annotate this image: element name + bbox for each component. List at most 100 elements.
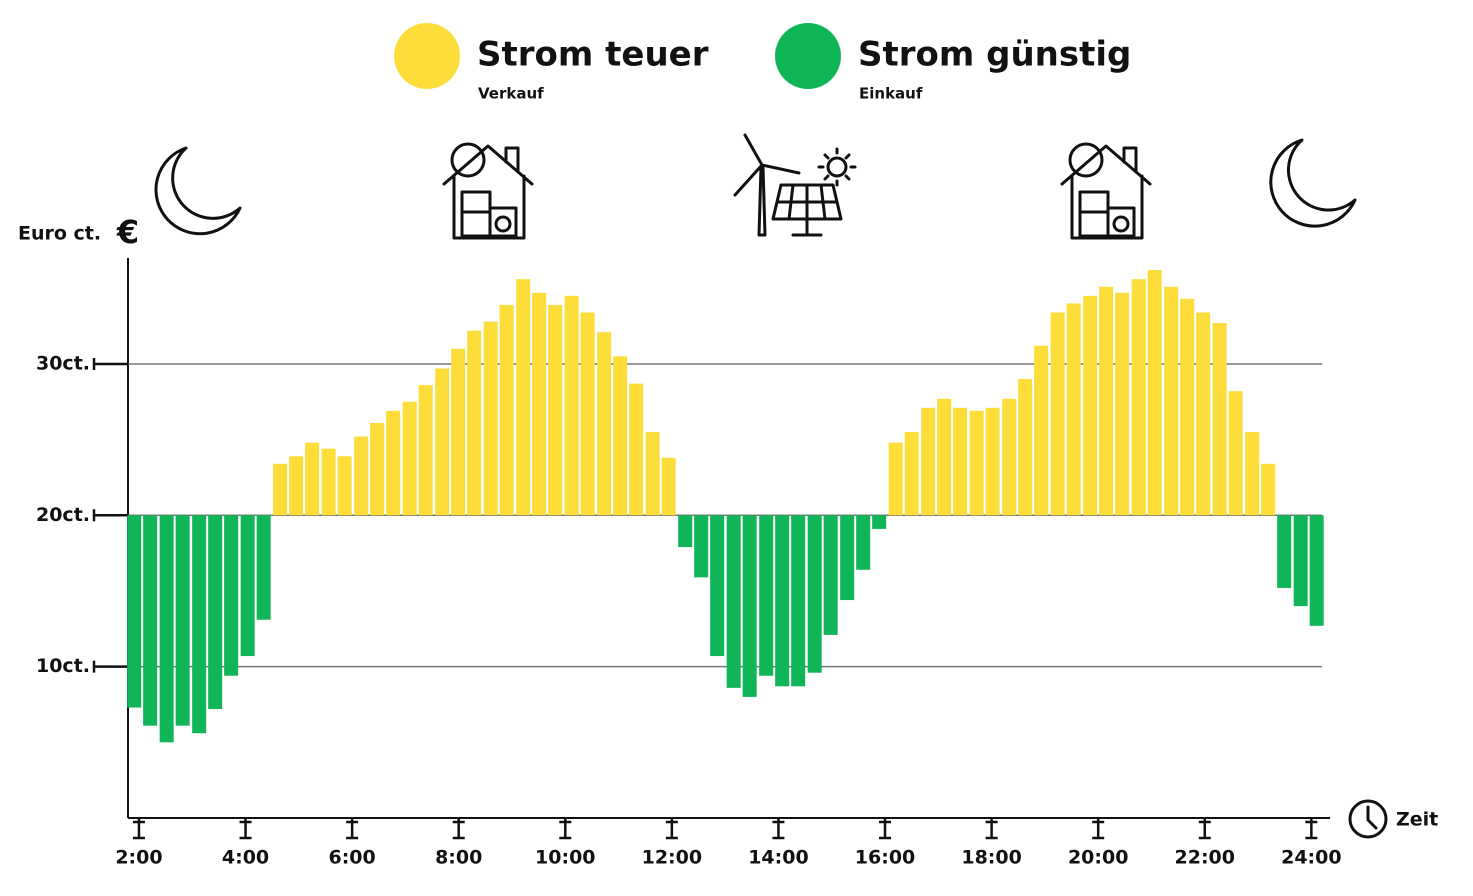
x-axis-label: Zeit (1396, 809, 1438, 831)
bar (321, 448, 336, 516)
bar (240, 515, 255, 657)
bar (678, 515, 693, 548)
x-tick-label: 14:00 (748, 847, 808, 869)
x-tick-label: 6:00 (328, 847, 375, 869)
x-tick-label: 22:00 (1175, 847, 1235, 869)
x-tick-label: 10:00 (535, 847, 595, 869)
bar (548, 304, 563, 516)
bar (224, 515, 239, 676)
moon-icon (154, 146, 242, 236)
bar (305, 442, 320, 516)
x-tick-label: 20:00 (1068, 847, 1128, 869)
bar (580, 312, 595, 516)
y-tick-label: 20ct. (36, 504, 90, 526)
bar (1147, 270, 1162, 516)
bar (613, 356, 628, 516)
legend-note: Einkauf (859, 85, 923, 103)
y-axis-label: Euro ct. (18, 223, 101, 245)
bar (451, 348, 466, 516)
x-tick-mark (665, 818, 678, 840)
bar (840, 515, 855, 601)
bar (1083, 295, 1098, 516)
bar (256, 515, 271, 620)
bar (1228, 391, 1243, 516)
bar (904, 432, 919, 516)
x-tick-mark (239, 818, 252, 840)
y-unit: € (116, 213, 139, 251)
bar (1115, 292, 1130, 516)
bar (710, 515, 725, 657)
x-tick-mark (452, 818, 465, 840)
bar (775, 515, 790, 687)
y-tick-mark (92, 509, 128, 522)
bar (289, 456, 304, 516)
y-tick-mark (92, 357, 128, 370)
bar (127, 515, 142, 708)
bar (597, 332, 612, 516)
bar (872, 515, 887, 529)
bar (499, 304, 514, 516)
bar (208, 515, 223, 710)
x-tick-mark (132, 818, 145, 840)
x-tick-mark (346, 818, 359, 840)
bar (969, 410, 984, 516)
bar (694, 515, 709, 578)
bar (516, 279, 531, 516)
legend-swatch (394, 23, 460, 89)
bar (564, 295, 579, 516)
bar (1180, 298, 1195, 516)
x-tick-label: 18:00 (961, 847, 1021, 869)
bar (435, 368, 450, 516)
bar (370, 422, 385, 516)
bar (175, 515, 190, 726)
bar (921, 407, 936, 516)
bar (937, 398, 952, 516)
x-tick-mark (772, 818, 785, 840)
x-tick-label: 12:00 (642, 847, 702, 869)
bar (791, 515, 806, 687)
x-tick-label: 16:00 (855, 847, 915, 869)
bar (354, 436, 369, 516)
bar (1066, 303, 1081, 516)
bar (1164, 286, 1179, 516)
house-icon (1060, 142, 1152, 240)
bar (273, 463, 288, 516)
bar (888, 442, 903, 516)
bar (1099, 286, 1114, 516)
moon-icon (1269, 138, 1357, 228)
bar (1131, 279, 1146, 516)
x-tick-label: 8:00 (435, 847, 482, 869)
bar (143, 515, 158, 726)
x-tick-mark (1092, 818, 1105, 840)
bar (1034, 345, 1049, 516)
y-tick-label: 10ct. (36, 655, 90, 677)
y-unit-icon: € (116, 213, 139, 251)
bar (823, 515, 838, 635)
bar (1196, 312, 1211, 516)
x-tick-label: 24:00 (1281, 847, 1341, 869)
bar (532, 292, 547, 516)
y-tick-mark (92, 660, 128, 673)
bar (418, 385, 433, 516)
bar (1245, 432, 1260, 516)
legend-note: Verkauf (478, 85, 544, 103)
bar (1018, 379, 1033, 516)
renewable-icon (733, 133, 857, 237)
bar (483, 321, 498, 516)
bar (856, 515, 871, 570)
legend: Strom teuer Verkauf Strom günstig Einkauf (394, 23, 1131, 103)
bar (1002, 398, 1017, 516)
x-tick-label: 2:00 (115, 847, 162, 869)
x-tick-mark (559, 818, 572, 840)
bar (629, 383, 644, 516)
bar (467, 330, 482, 516)
y-tick-label: 30ct. (36, 352, 90, 374)
bar (953, 407, 968, 516)
bar (402, 401, 417, 516)
bar (759, 515, 774, 676)
x-tick-mark (1198, 818, 1211, 840)
legend-label: Strom teuer (477, 35, 709, 75)
legend-swatch (775, 23, 841, 89)
clock-icon (1348, 799, 1388, 839)
